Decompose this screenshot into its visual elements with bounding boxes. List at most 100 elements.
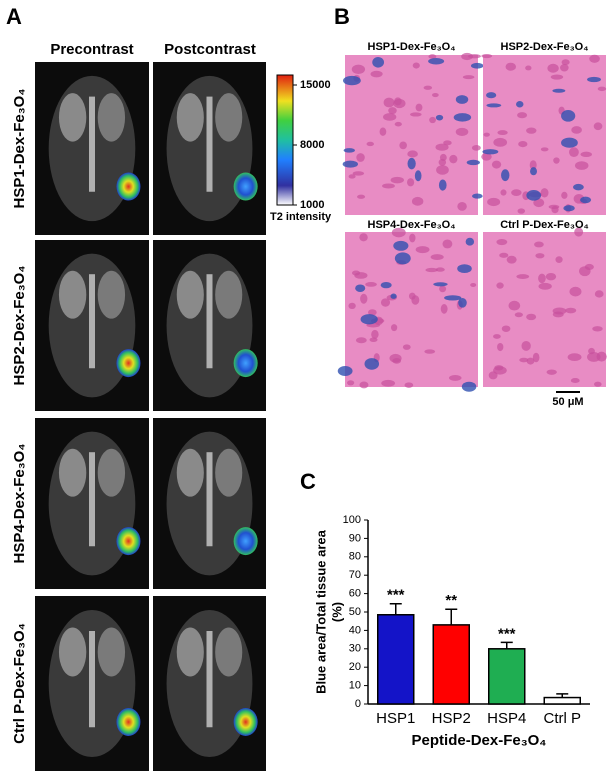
- y-axis-label: Blue area/Total tissue area: [313, 529, 328, 694]
- iron-stain: [573, 183, 584, 191]
- iron-stain: [407, 157, 416, 170]
- cell: [409, 233, 416, 243]
- iron-stain: [438, 179, 447, 191]
- cell: [483, 132, 490, 137]
- tumor: [233, 708, 258, 736]
- organ: [215, 448, 243, 497]
- iron-stain: [458, 297, 467, 308]
- organ: [176, 627, 204, 677]
- iron-stain: [561, 110, 576, 122]
- cell: [390, 176, 404, 184]
- organ: [58, 270, 87, 319]
- cell: [569, 147, 579, 157]
- spine: [89, 452, 95, 547]
- cell: [369, 337, 378, 343]
- cell: [574, 227, 584, 237]
- cell: [359, 233, 368, 242]
- cell: [538, 273, 546, 284]
- cell: [493, 137, 508, 147]
- iron-stain: [465, 237, 475, 246]
- cell: [526, 313, 537, 321]
- cell: [497, 342, 504, 352]
- cell: [497, 130, 508, 136]
- cell: [532, 352, 540, 363]
- colorbar-tick-label: 15000: [300, 79, 331, 91]
- cell: [553, 157, 560, 164]
- iron-stain: [364, 358, 380, 370]
- cell: [540, 147, 549, 152]
- cell: [545, 272, 557, 281]
- iron-stain: [530, 167, 537, 176]
- cell: [410, 112, 422, 117]
- cell: [402, 344, 411, 350]
- cell: [496, 282, 504, 289]
- cell: [521, 340, 531, 351]
- cell: [493, 366, 507, 375]
- cell: [471, 144, 481, 151]
- iron-stain: [360, 314, 378, 325]
- cell: [408, 292, 416, 300]
- cell: [594, 290, 604, 298]
- bar-chart: 0 10 20 30 40 50 60 70 80 90 100 Blue area/Total ti…: [313, 514, 590, 749]
- column-header: Postcontrast: [164, 41, 256, 58]
- tumor: [233, 349, 258, 378]
- organ: [97, 93, 126, 142]
- cell: [348, 174, 356, 179]
- panel-label: B: [334, 4, 350, 29]
- cell: [348, 302, 356, 310]
- cell: [593, 122, 603, 131]
- cell: [415, 103, 423, 112]
- cell: [597, 86, 607, 92]
- iron-stain: [470, 62, 484, 69]
- cell: [429, 116, 436, 124]
- cell: [538, 282, 552, 290]
- cell: [594, 381, 602, 387]
- y-tick-label: 0: [355, 698, 361, 710]
- row-label: HSP1-Dex-Fe₃O₄: [11, 89, 28, 209]
- cell: [517, 112, 528, 119]
- cell: [442, 239, 453, 249]
- panel-label: A: [6, 4, 22, 29]
- iron-stain: [486, 92, 497, 99]
- cell: [404, 382, 414, 388]
- y-tick-label: 90: [349, 532, 361, 544]
- iron-stain: [526, 190, 542, 201]
- error-bar: [389, 602, 402, 615]
- colorbar-tick-label: 1000: [300, 199, 324, 211]
- iron-stain: [552, 88, 566, 93]
- organ: [97, 627, 126, 677]
- error-bar: [500, 641, 513, 649]
- column-header: Precontrast: [50, 41, 133, 58]
- row-label: HSP4-Dex-Fe₃O₄: [11, 444, 28, 564]
- spine: [206, 274, 213, 369]
- cell: [351, 64, 366, 74]
- x-tick-label: HSP2: [432, 710, 471, 727]
- cell: [399, 141, 407, 150]
- y-tick-label: 70: [349, 569, 361, 581]
- cell: [461, 52, 473, 61]
- error-bar: [556, 693, 569, 698]
- cell: [357, 194, 366, 199]
- cell: [574, 161, 589, 170]
- iron-stain: [337, 365, 353, 376]
- cell: [481, 152, 492, 161]
- cell: [356, 153, 365, 162]
- iron-stain: [453, 113, 472, 122]
- y-tick-label: 50: [349, 606, 361, 618]
- cell: [493, 334, 501, 339]
- y-tick-label: 80: [349, 551, 361, 563]
- cell: [481, 54, 493, 59]
- y-tick-label: 60: [349, 588, 361, 600]
- cell: [381, 379, 396, 387]
- cell: [425, 267, 438, 273]
- cell: [360, 293, 368, 304]
- iron-stain: [587, 76, 601, 83]
- organ: [97, 448, 126, 497]
- iron-stain: [444, 295, 462, 301]
- cell: [371, 329, 379, 339]
- bar: [543, 696, 581, 705]
- cell: [540, 188, 549, 198]
- y-tick-label: 20: [349, 661, 361, 673]
- organ: [58, 448, 87, 497]
- cell: [428, 54, 437, 59]
